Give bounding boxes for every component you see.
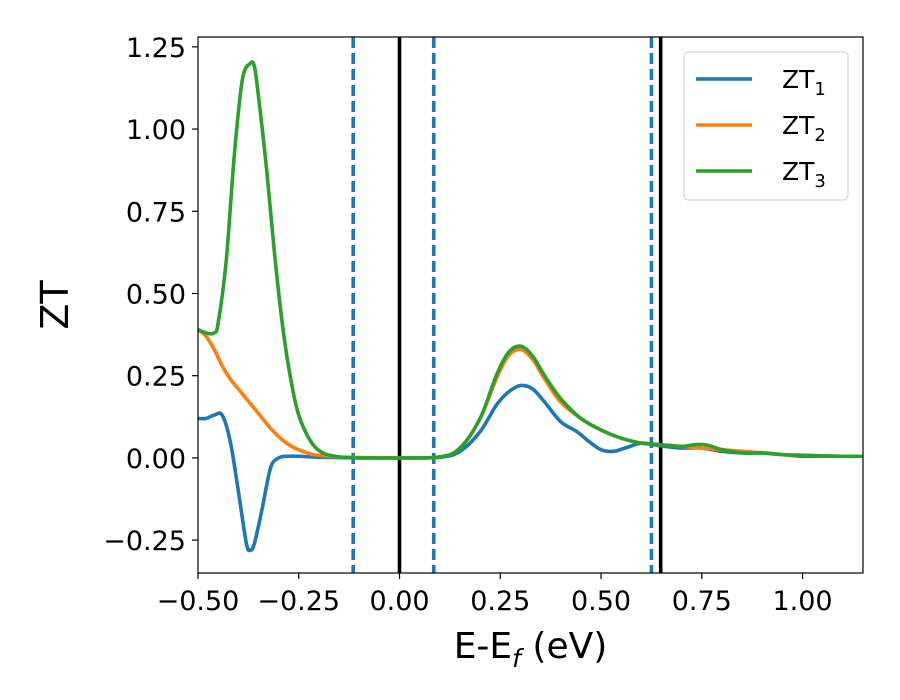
x-axis: −0.50 −0.25 0.00 0.25 0.50 0.75 1.00 (157, 573, 833, 617)
y-tick-label: 0.75 (126, 197, 186, 228)
y-tick-label: 1.25 (126, 33, 186, 64)
series-line-zt2 (198, 327, 863, 460)
series-line-zt3 (198, 60, 863, 460)
y-tick-label: −0.25 (103, 526, 186, 557)
x-tick-label: 0.25 (470, 586, 530, 617)
x-tick-label: 1.00 (772, 586, 832, 617)
legend-label-zt2: ZT2 (782, 111, 826, 146)
reference-lines (351, 37, 663, 573)
y-axis: −0.25 0.00 0.25 0.50 0.75 1.00 1.25 (103, 33, 198, 557)
legend-label-zt3: ZT3 (782, 157, 826, 192)
plot-frame (197, 36, 864, 574)
y-axis-label: ZT (33, 280, 77, 330)
y-tick-label: 0.25 (126, 362, 186, 393)
legend: ZT1 ZT2 ZT3 (683, 51, 849, 201)
legend-box (683, 51, 849, 201)
y-tick-label: 1.00 (126, 115, 186, 146)
y-tick-label: 0.50 (126, 279, 186, 310)
x-axis-label: E-Ef (eV) (454, 626, 608, 673)
x-tick-label: 0.75 (672, 586, 732, 617)
x-tick-label: 0.00 (369, 586, 429, 617)
x-tick-label: 0.50 (571, 586, 631, 617)
series-layer (198, 60, 863, 553)
x-tick-label: −0.50 (157, 586, 240, 617)
y-tick-label: 0.00 (126, 444, 186, 475)
x-tick-label: −0.25 (257, 586, 340, 617)
legend-label-zt1: ZT1 (782, 65, 826, 100)
